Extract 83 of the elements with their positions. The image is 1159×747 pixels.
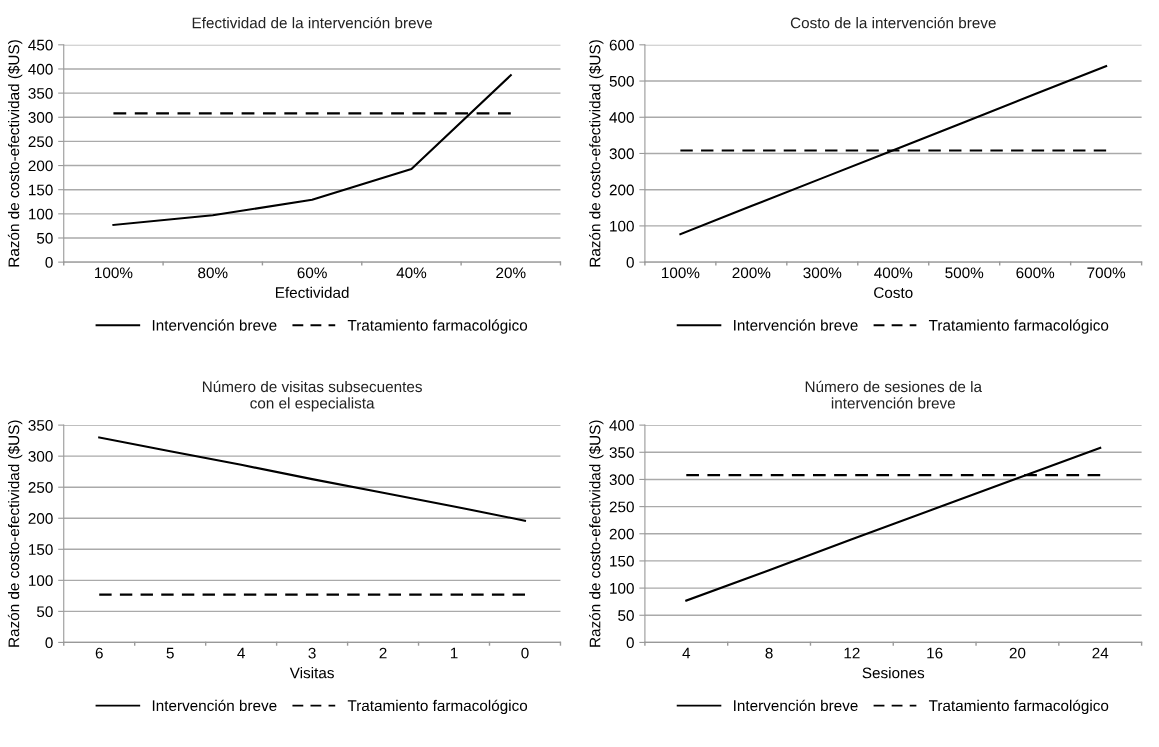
line-series	[679, 65, 1108, 236]
y-tick-label: 0	[626, 637, 634, 649]
x-tick-label: 1	[450, 647, 458, 659]
y-tick-label: 100	[610, 582, 634, 594]
x-tick-label: 20	[1009, 647, 1026, 659]
x-tick-label: 700%	[1087, 267, 1126, 279]
y-tick-label: 200	[609, 528, 634, 540]
x-tick-label: 3	[308, 647, 316, 659]
x-tick-label: 600%	[1016, 267, 1055, 279]
legend-label: Intervención breve	[734, 699, 858, 712]
y-tick-label: 300	[609, 148, 634, 160]
y-axis-title: Razón de costo-efectividad ($US)	[588, 40, 604, 267]
y-tick-label: 0	[45, 257, 53, 268]
x-tick-label: 400%	[874, 267, 913, 279]
x-tick-label: 100%	[662, 267, 700, 279]
y-tick-label: 350	[609, 447, 634, 458]
y-tick-label: 50	[36, 606, 53, 618]
y-tick-label: 200	[28, 513, 53, 524]
y-tick-label: 50	[36, 232, 53, 244]
line-series	[98, 436, 527, 522]
y-tick-label: 400	[609, 112, 634, 123]
x-tick-label: 16	[927, 647, 943, 659]
chart-title: Número de visitas subsecuentes con el especialista	[202, 380, 422, 412]
y-tick-label: 500	[609, 75, 634, 87]
chart-title: Costo de la intervención breve	[790, 16, 996, 29]
x-tick-label: 4	[682, 647, 691, 659]
x-tick-label: 100%	[95, 267, 133, 279]
legend-label: Tratamiento farmacológico	[928, 319, 1109, 334]
y-tick-label: 200	[609, 184, 634, 196]
x-tick-label: 40%	[396, 267, 427, 279]
x-tick-label: 8	[765, 647, 773, 659]
x-tick-label: 20%	[496, 267, 526, 279]
y-tick-label: 400	[28, 63, 53, 75]
x-tick-label: 500%	[945, 267, 984, 279]
x-tick-label: 0	[521, 647, 529, 659]
chart-title: Número de sesiones de la intervención breve	[805, 380, 983, 409]
y-tick-label: 350	[28, 87, 53, 99]
y-tick-label: 350	[28, 419, 53, 431]
legend-label: Tratamiento farmacológico	[928, 699, 1109, 715]
x-tick-label: 2	[379, 647, 387, 659]
x-axis-title: Sesiones	[862, 667, 925, 679]
y-tick-label: 100	[610, 220, 634, 232]
y-tick-label: 300	[28, 451, 53, 462]
y-tick-label: 300	[609, 474, 634, 486]
y-tick-label: 150	[610, 555, 634, 567]
x-axis-title: Efectividad	[275, 286, 349, 299]
y-tick-label: 0	[45, 637, 53, 649]
y-axis-title: Razón de costo-efectividad ($US)	[7, 40, 23, 267]
x-tick-label: 300%	[803, 267, 842, 279]
y-tick-label: 100	[29, 208, 53, 220]
legend-label: Intervención breve	[152, 699, 277, 712]
y-tick-label: 150	[29, 544, 53, 555]
x-tick-label: 60%	[297, 267, 327, 279]
x-tick-label: 5	[166, 647, 174, 659]
x-axis-title: Costo	[874, 287, 913, 299]
y-tick-label: 600	[609, 39, 634, 51]
line-series	[112, 74, 512, 226]
line-series	[685, 446, 1102, 602]
y-tick-label: 50	[618, 610, 634, 621]
y-axis-title: Razón de costo-efectividad ($US)	[7, 420, 23, 647]
legend-label: Intervención breve	[734, 319, 858, 331]
x-tick-label: 200%	[732, 267, 771, 279]
legend-label: Tratamiento farmacológico	[347, 319, 528, 334]
y-tick-label: 250	[609, 501, 634, 513]
x-tick-label: 4	[237, 647, 245, 659]
y-tick-label: 250	[28, 482, 53, 493]
x-axis-title: Visitas	[289, 667, 334, 679]
y-tick-label: 100	[29, 575, 53, 587]
y-tick-label: 0	[626, 257, 634, 268]
y-tick-label: 450	[28, 39, 53, 51]
chart-title: Efectividad de la intervención breve	[192, 16, 433, 29]
y-tick-label: 400	[609, 419, 634, 431]
y-tick-label: 250	[28, 136, 53, 148]
x-tick-label: 12	[844, 647, 860, 659]
y-axis-title: Razón de costo-efectividad ($US)	[588, 420, 604, 647]
y-tick-label: 300	[28, 112, 53, 123]
legend-label: Tratamiento farmacológico	[347, 699, 528, 715]
y-tick-label: 200	[28, 160, 53, 172]
y-tick-label: 150	[29, 184, 53, 196]
legend-label: Intervención breve	[152, 319, 277, 331]
x-tick-label: 6	[95, 647, 103, 659]
x-tick-label: 80%	[198, 267, 228, 279]
x-tick-label: 24	[1092, 647, 1109, 659]
